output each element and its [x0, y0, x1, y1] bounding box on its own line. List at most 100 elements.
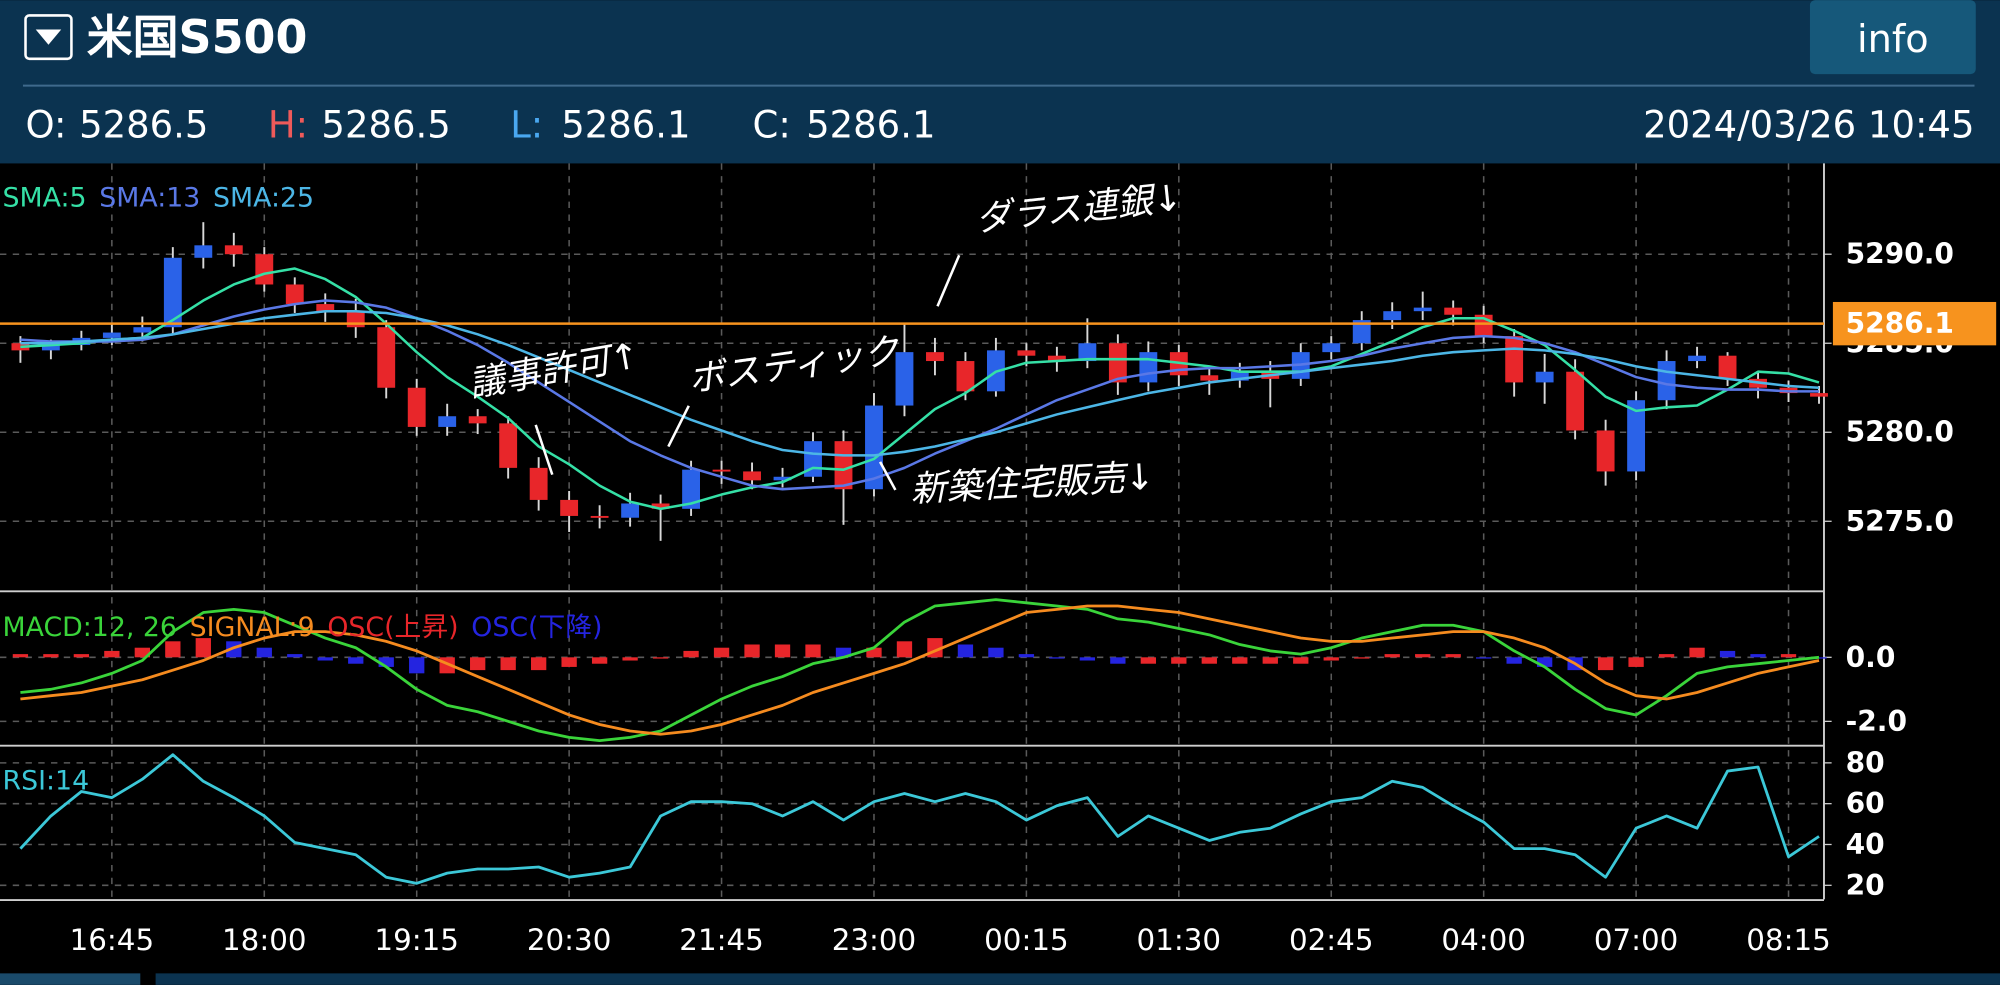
legend-entry: SMA:13: [99, 182, 200, 213]
dropdown-arrow: [35, 29, 62, 45]
candle-body: [1017, 350, 1036, 356]
annotation-stroke: [878, 461, 897, 491]
candle-body: [712, 469, 731, 472]
legend-entry: MACD:12, 26: [3, 612, 177, 643]
candle-body: [255, 254, 274, 285]
osc-bar: [1780, 654, 1797, 658]
x-tick-label: 08:15: [1746, 923, 1831, 957]
y-tick-label: 5275.0: [1846, 505, 1954, 538]
osc-bar: [317, 657, 333, 661]
candle-body: [468, 416, 487, 424]
osc-bar: [470, 657, 486, 671]
osc-bar: [1079, 657, 1096, 661]
candle-body: [316, 304, 335, 312]
info-button-label[interactable]: info: [1857, 17, 1929, 62]
candle-body: [895, 352, 914, 406]
candle-body: [163, 257, 182, 328]
ohlc-label: C:: [753, 104, 791, 147]
candle-body: [590, 515, 609, 518]
osc-bar: [896, 641, 913, 658]
candle-body: [1413, 307, 1432, 312]
series-line: [19, 753, 1820, 885]
candle-body: [133, 327, 152, 333]
candle-body: [1230, 371, 1249, 381]
osc-bar: [1750, 654, 1766, 658]
candle-body: [956, 361, 975, 392]
ohlc-value: 5286.1: [561, 104, 690, 147]
osc-bar: [591, 657, 608, 664]
candle-body: [1810, 393, 1828, 397]
candle-body: [1383, 311, 1402, 321]
x-tick-label: 18:00: [222, 923, 307, 957]
info-button[interactable]: [1809, 0, 1976, 75]
candle-body: [377, 327, 396, 388]
ohlc-value: 5286.5: [321, 104, 450, 147]
osc-bar: [1536, 657, 1553, 667]
annotation-stroke: [936, 254, 961, 307]
ohlc-value: 5286.5: [79, 104, 208, 147]
osc-bar: [12, 654, 29, 658]
legend-entry: OSC(上昇): [327, 612, 458, 643]
candle-body: [1566, 371, 1585, 431]
osc-bar: [500, 657, 516, 671]
x-tick-label: 01:30: [1137, 923, 1222, 957]
candle-body: [1627, 400, 1646, 472]
osc-bar: [1689, 647, 1705, 658]
candle-body: [41, 345, 60, 351]
osc-bar: [287, 654, 303, 658]
osc-bar: [1476, 657, 1492, 659]
osc-bar: [1506, 657, 1522, 664]
candle-body: [1200, 375, 1219, 381]
osc-bar: [988, 647, 1004, 658]
last-price-label: 5286.1: [1846, 307, 1954, 340]
osc-bar: [256, 647, 272, 658]
osc-bar: [104, 650, 120, 658]
candle-body: [834, 441, 853, 490]
candle-body: [499, 423, 518, 468]
osc-bar: [409, 657, 425, 674]
osc-bar: [683, 650, 699, 658]
candle-body: [1688, 355, 1706, 362]
osc-bar: [1384, 654, 1400, 658]
candle-body: [102, 332, 121, 338]
y-tick-label: 60: [1846, 787, 1885, 820]
legend-entry: RSI:14: [3, 765, 90, 796]
ohlc-label: O:: [26, 104, 67, 147]
legend-entry: OSC(下降): [471, 612, 602, 643]
osc-bar: [1628, 657, 1644, 667]
osc-bar: [1415, 654, 1431, 658]
bottom-tab[interactable]: [155, 973, 2000, 985]
osc-bar: [835, 647, 852, 658]
x-tick-label: 04:00: [1441, 923, 1526, 957]
annotation-stroke: [667, 405, 690, 448]
osc-bar: [1323, 657, 1339, 661]
candle-body: [407, 387, 426, 427]
osc-bar: [744, 644, 760, 658]
symbol-title: 米国S500: [87, 10, 308, 64]
candle-body: [773, 476, 792, 481]
bottom-tab[interactable]: [0, 973, 141, 985]
candle-body: [651, 503, 670, 509]
y-tick-label: 20: [1846, 869, 1885, 902]
x-tick-label: 23:00: [832, 923, 917, 957]
ohlc-value: 5286.1: [806, 104, 935, 147]
osc-bar: [713, 647, 730, 658]
x-tick-label: 02:45: [1289, 923, 1374, 957]
osc-bar: [165, 641, 181, 658]
x-tick-label: 00:15: [984, 923, 1069, 957]
candle-body: [438, 416, 457, 427]
ohlc-label: L:: [510, 104, 543, 147]
osc-bar: [1445, 654, 1461, 658]
candle-body: [529, 467, 548, 500]
y-tick-label: 5290.0: [1846, 238, 1954, 271]
osc-bar: [1597, 657, 1614, 671]
series-line: [20, 267, 1820, 511]
series-line: [20, 299, 1820, 491]
candle-body: [743, 471, 761, 481]
legend-entry: SIGNAL:9: [190, 612, 315, 643]
dropdown[interactable]: [24, 14, 73, 61]
last-price-badge: [1832, 301, 1997, 346]
osc-bar: [1262, 657, 1278, 664]
